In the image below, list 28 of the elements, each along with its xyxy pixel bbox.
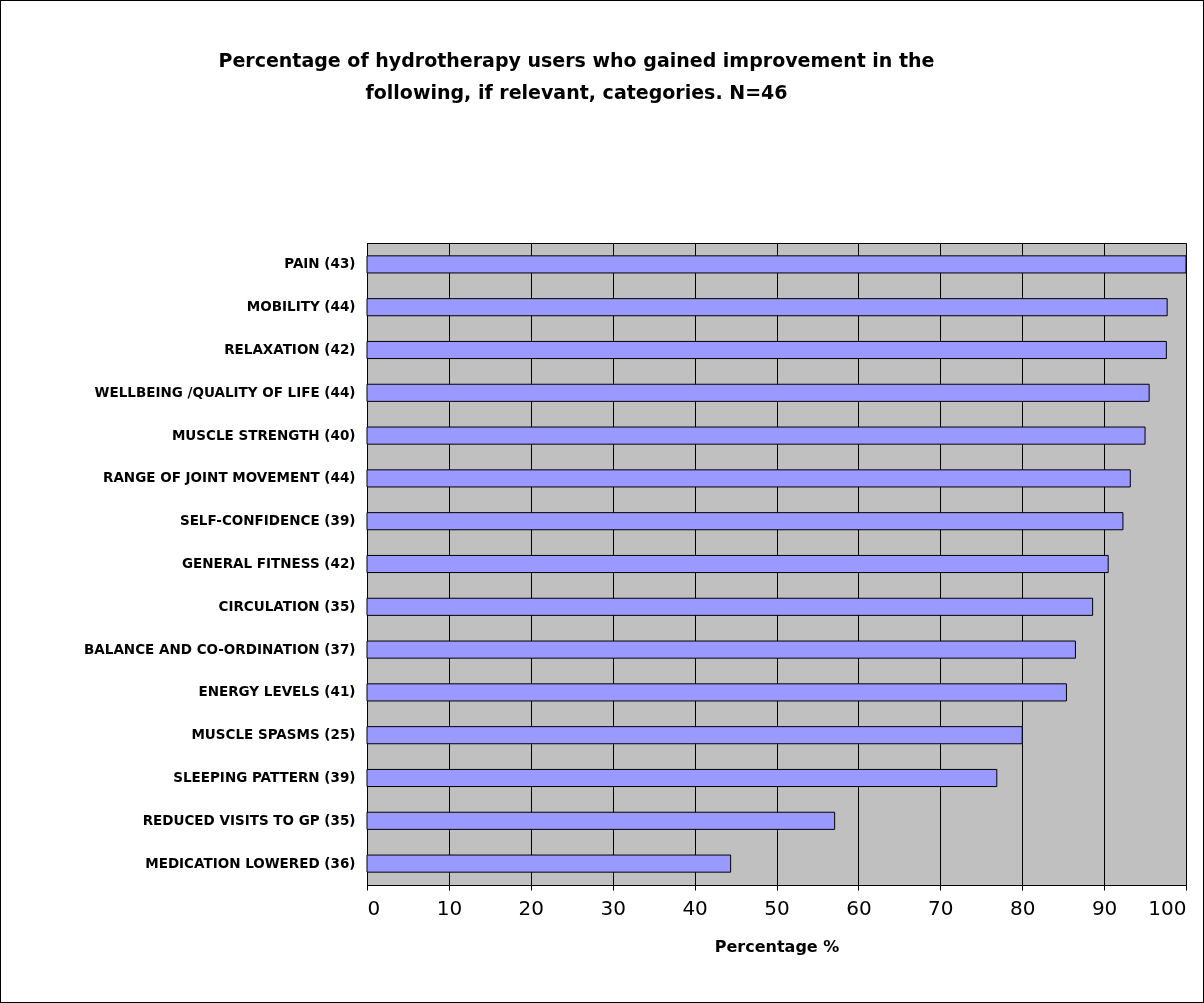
y-tick-label: BALANCE AND CO-ORDINATION (37) — [84, 640, 356, 657]
x-tick-label: 10 — [436, 895, 463, 920]
y-tick-label: MUSCLE SPASMS (25) — [191, 726, 356, 743]
y-tick-label: GENERAL FITNESS (42) — [181, 555, 356, 571]
y-tick-label: MOBILITY (44) — [246, 298, 356, 315]
y-tick-label: REDUCED VISITS TO GP (35) — [142, 811, 356, 828]
x-tick-label: 20 — [518, 895, 545, 920]
x-tick-label: 0 — [367, 895, 381, 920]
y-tick-label: MUSCLE STRENGTH (40) — [171, 426, 356, 443]
x-tick-label: 60 — [846, 895, 872, 920]
y-tick-label: MEDICATION LOWERED (36) — [145, 854, 356, 871]
x-tick-label: 40 — [682, 895, 708, 920]
y-tick-label: SLEEPING PATTERN (39) — [173, 769, 356, 785]
x-tick-label: 50 — [764, 895, 790, 920]
x-tick-label: 90 — [1091, 895, 1118, 920]
y-tick-label: RANGE OF JOINT MOVEMENT (44) — [103, 469, 356, 486]
y-tick-label: WELLBEING /QUALITY OF LIFE (44) — [94, 383, 356, 400]
x-axis-title: Percentage % — [714, 936, 840, 956]
x-tick-label: 30 — [600, 895, 626, 920]
chart-title: Percentage of hydrotherapy users who gained improvement in the following, if relevant, categories. N=46 — [218, 49, 935, 103]
x-tick-label: 80 — [1009, 895, 1036, 920]
y-tick-label: ENERGY LEVELS (41) — [198, 683, 356, 700]
x-tick-label: 70 — [928, 895, 954, 920]
y-tick-label: PAIN (43) — [284, 255, 356, 272]
y-tick-label: CIRCULATION (35) — [218, 597, 356, 614]
x-tick-label: 100 — [1148, 895, 1187, 920]
y-tick-label: RELAXATION (42) — [224, 341, 356, 357]
y-tick-label: SELF-CONFIDENCE (39) — [179, 512, 356, 529]
